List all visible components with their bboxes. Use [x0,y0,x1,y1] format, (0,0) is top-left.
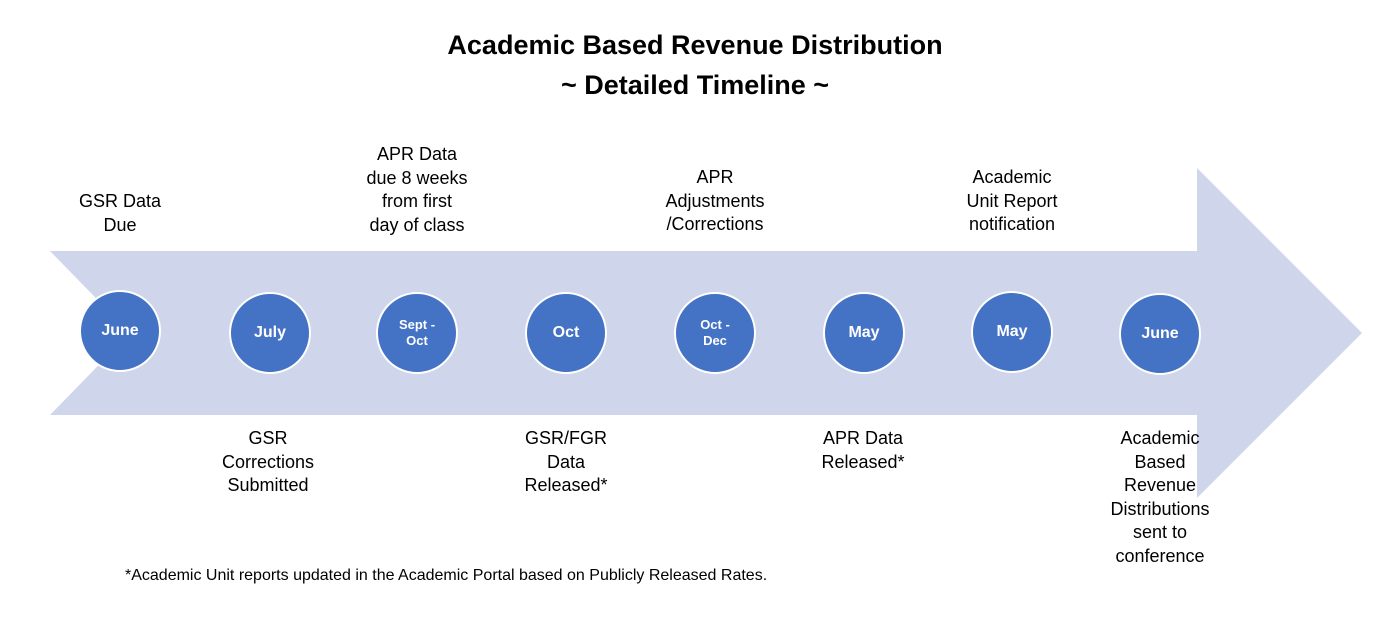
milestone-date-2: July [229,292,311,374]
milestone-date-7: May [971,291,1053,373]
milestone-date-2-text: July [253,324,286,341]
milestone-date-8-text: June [1141,325,1179,342]
milestone-label-below-6: APR Data Released* [821,428,905,472]
milestone-date-3-text: Sept - Oct [398,317,436,348]
milestone-date-5-text: Oct - Dec [700,317,730,348]
milestone-date-1: June [79,290,161,372]
milestone-label-above-1: GSR Data Due [78,191,162,235]
diagram-subtitle: ~ Detailed Timeline ~ [560,70,830,100]
milestone-date-4: Oct [525,292,607,374]
milestone-date-8: June [1119,293,1201,375]
milestone-label-above-3: APR Data due 8 weeks from first day of c… [366,144,468,235]
milestone-label-below-2: GSR Corrections Submitted [221,428,315,495]
milestone-label-above-5: APR Adjustments /Corrections [665,167,765,234]
milestone-date-4-text: Oct [552,324,580,341]
milestone-label-below-4: GSR/FGR Data Released* [524,428,608,495]
milestone-date-6-text: May [848,324,880,341]
milestone-label-above-7: Academic Unit Report notification [966,167,1058,234]
milestone-date-1-text: June [101,322,139,339]
footnote: *Academic Unit reports updated in the Ac… [125,567,768,584]
milestone-date-5: Oct - Dec [674,292,756,374]
diagram-title: Academic Based Revenue Distribution [447,30,943,60]
milestone-date-7-text: May [996,323,1028,340]
milestone-label-below-8: Academic Based Revenue Distributions sen… [1110,428,1210,566]
milestone-date-6: May [823,292,905,374]
milestone-date-3: Sept - Oct [376,292,458,374]
